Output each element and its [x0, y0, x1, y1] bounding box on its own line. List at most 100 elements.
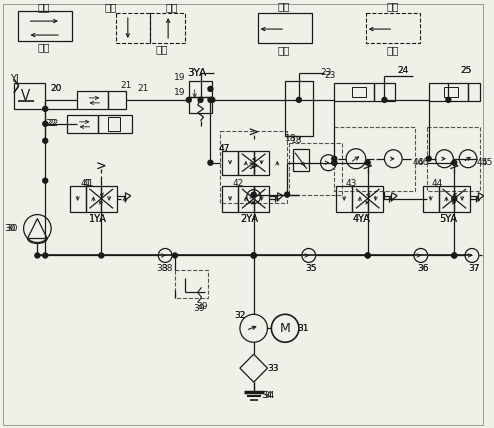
- Text: 36: 36: [417, 264, 429, 273]
- Text: 37: 37: [468, 264, 480, 273]
- Circle shape: [251, 253, 256, 258]
- Circle shape: [332, 160, 337, 165]
- Text: 35: 35: [305, 264, 317, 273]
- Circle shape: [43, 253, 48, 258]
- Circle shape: [251, 253, 256, 258]
- Bar: [220, 131, 287, 202]
- Text: 工进: 工进: [156, 44, 168, 54]
- Text: 快退: 快退: [386, 45, 399, 55]
- Text: 18: 18: [286, 134, 297, 143]
- Bar: [334, 127, 415, 190]
- Text: 25: 25: [460, 66, 472, 75]
- Bar: [116, 13, 151, 43]
- Text: 47: 47: [218, 144, 230, 153]
- Bar: [336, 186, 352, 211]
- Circle shape: [285, 192, 289, 197]
- Text: 工进: 工进: [278, 1, 290, 11]
- Circle shape: [365, 253, 370, 258]
- Circle shape: [198, 98, 203, 102]
- Text: 39: 39: [196, 302, 207, 311]
- Circle shape: [452, 196, 457, 201]
- Text: 21: 21: [120, 81, 131, 90]
- Circle shape: [43, 121, 48, 126]
- Bar: [238, 186, 254, 211]
- Text: 1YA: 1YA: [89, 214, 107, 223]
- Text: 32: 32: [234, 311, 246, 320]
- Bar: [238, 151, 254, 175]
- Text: 快进: 快进: [166, 2, 178, 12]
- Text: 1YA: 1YA: [89, 214, 107, 223]
- Circle shape: [35, 253, 40, 258]
- Text: 42: 42: [232, 179, 244, 188]
- Bar: [368, 186, 383, 211]
- Text: 44: 44: [432, 179, 443, 188]
- Circle shape: [186, 98, 191, 102]
- Text: 23: 23: [325, 71, 336, 80]
- Text: 41: 41: [83, 179, 94, 188]
- Text: 快退: 快退: [278, 45, 290, 55]
- Circle shape: [452, 253, 457, 258]
- Bar: [439, 186, 454, 211]
- Text: 20: 20: [50, 84, 62, 93]
- Bar: [98, 115, 132, 133]
- Text: 5YA: 5YA: [439, 214, 457, 223]
- Text: 3YA: 3YA: [187, 68, 206, 78]
- Text: 31: 31: [297, 324, 309, 333]
- Bar: [352, 87, 366, 97]
- Circle shape: [43, 178, 48, 183]
- Circle shape: [208, 160, 213, 165]
- Circle shape: [208, 98, 213, 102]
- Text: 3YA: 3YA: [187, 68, 206, 78]
- Bar: [445, 87, 458, 97]
- Text: 34: 34: [262, 391, 273, 400]
- Text: 25: 25: [460, 66, 472, 75]
- Text: YJ: YJ: [10, 74, 19, 84]
- Text: 19: 19: [174, 74, 186, 83]
- Bar: [18, 11, 72, 41]
- Text: 33: 33: [268, 364, 279, 373]
- Text: 夹紧: 夹紧: [38, 2, 50, 12]
- Text: 38: 38: [157, 264, 168, 273]
- Bar: [67, 115, 98, 133]
- Bar: [222, 186, 238, 211]
- Text: 21: 21: [138, 84, 149, 93]
- Bar: [293, 149, 309, 171]
- Bar: [429, 83, 468, 101]
- Circle shape: [251, 192, 256, 197]
- Bar: [254, 151, 269, 175]
- Circle shape: [426, 156, 431, 161]
- Text: 47: 47: [218, 144, 230, 153]
- Bar: [254, 186, 269, 211]
- Text: 4YA: 4YA: [353, 214, 371, 223]
- Text: M: M: [280, 322, 290, 335]
- Circle shape: [382, 98, 387, 102]
- Bar: [151, 13, 185, 43]
- Bar: [468, 83, 480, 101]
- Text: 46: 46: [412, 158, 423, 167]
- Text: 45: 45: [476, 158, 488, 167]
- Circle shape: [365, 253, 370, 258]
- Text: 35: 35: [305, 264, 317, 273]
- Text: 46: 46: [418, 158, 429, 167]
- Circle shape: [208, 86, 213, 92]
- Text: 30: 30: [6, 224, 18, 233]
- Bar: [14, 83, 45, 109]
- Text: 2YA: 2YA: [241, 214, 259, 223]
- Bar: [352, 186, 368, 211]
- Circle shape: [332, 156, 337, 161]
- Text: 39: 39: [193, 304, 205, 313]
- Text: 37: 37: [468, 264, 480, 273]
- Text: 19: 19: [174, 89, 186, 98]
- Text: 32: 32: [234, 311, 246, 320]
- Circle shape: [452, 160, 457, 165]
- Text: 41: 41: [81, 179, 92, 188]
- Text: 20: 20: [50, 84, 62, 93]
- Text: 松开: 松开: [38, 42, 50, 52]
- Text: 30: 30: [4, 224, 16, 233]
- Text: 36: 36: [417, 264, 429, 273]
- Bar: [77, 91, 108, 109]
- Text: 22: 22: [48, 119, 59, 128]
- Bar: [334, 83, 373, 101]
- Circle shape: [452, 253, 457, 258]
- Circle shape: [99, 253, 104, 258]
